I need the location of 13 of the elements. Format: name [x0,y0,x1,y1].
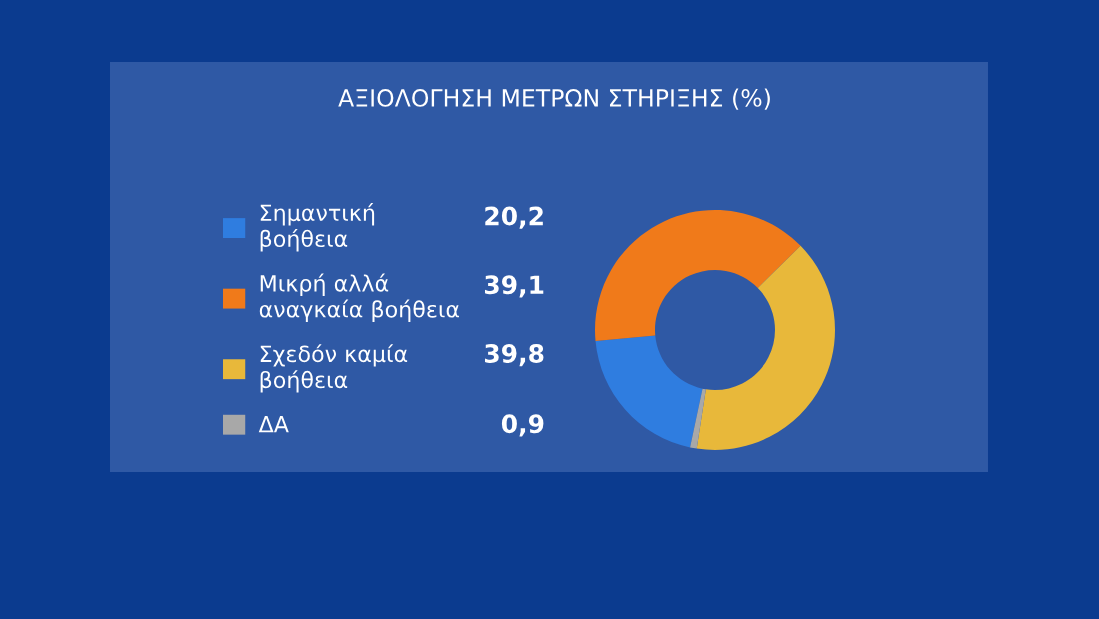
legend-label: Σχεδόν καμία βοήθεια [260,344,408,393]
chart-title: ΑΞΙΟΛΟΓΗΣΗ ΜΕΤΡΩΝ ΣΤΗΡΙΞΗΣ (%) [338,88,770,110]
data-label: 0,9 [501,414,544,437]
data-label: 20,2 [485,206,543,229]
data-label: 39,8 [484,344,544,367]
donut-slice [696,245,835,450]
donut-slice [595,210,801,342]
legend-label: Σημαντική βοήθεια [260,203,375,252]
data-label: 39,1 [484,275,544,298]
legend-label: ΔΑ [258,416,289,433]
legend-label: Μικρή αλλά αναγκαία βοήθεια [259,273,459,322]
donut-slice [690,388,706,449]
donut-slice [595,335,703,448]
